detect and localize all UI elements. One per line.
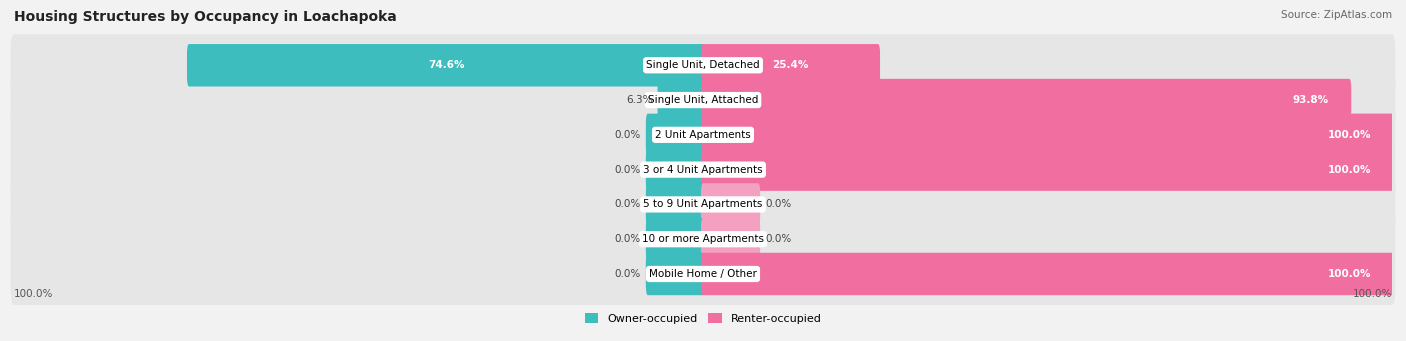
Text: 0.0%: 0.0% <box>614 269 641 279</box>
FancyBboxPatch shape <box>11 174 1395 235</box>
FancyBboxPatch shape <box>702 183 761 226</box>
FancyBboxPatch shape <box>11 34 1395 96</box>
FancyBboxPatch shape <box>645 148 704 191</box>
FancyBboxPatch shape <box>11 69 1395 131</box>
Text: 0.0%: 0.0% <box>765 199 792 209</box>
FancyBboxPatch shape <box>702 148 1393 191</box>
Text: 100.0%: 100.0% <box>1327 130 1371 140</box>
FancyBboxPatch shape <box>11 243 1395 305</box>
Text: 0.0%: 0.0% <box>614 165 641 175</box>
Text: 25.4%: 25.4% <box>772 60 808 70</box>
Text: 0.0%: 0.0% <box>614 130 641 140</box>
FancyBboxPatch shape <box>187 44 704 87</box>
Text: 74.6%: 74.6% <box>427 60 464 70</box>
Text: Single Unit, Detached: Single Unit, Detached <box>647 60 759 70</box>
FancyBboxPatch shape <box>645 114 704 156</box>
Text: 0.0%: 0.0% <box>614 199 641 209</box>
Text: 0.0%: 0.0% <box>765 234 792 244</box>
Text: 3 or 4 Unit Apartments: 3 or 4 Unit Apartments <box>643 165 763 175</box>
FancyBboxPatch shape <box>645 183 704 226</box>
FancyBboxPatch shape <box>702 114 1393 156</box>
Text: 100.0%: 100.0% <box>14 289 53 299</box>
Text: 5 to 9 Unit Apartments: 5 to 9 Unit Apartments <box>644 199 762 209</box>
Text: 100.0%: 100.0% <box>1327 165 1371 175</box>
FancyBboxPatch shape <box>11 104 1395 166</box>
FancyBboxPatch shape <box>702 218 761 261</box>
Text: Housing Structures by Occupancy in Loachapoka: Housing Structures by Occupancy in Loach… <box>14 10 396 24</box>
FancyBboxPatch shape <box>11 208 1395 270</box>
Text: 6.3%: 6.3% <box>626 95 652 105</box>
FancyBboxPatch shape <box>702 44 880 87</box>
FancyBboxPatch shape <box>702 79 1351 121</box>
Text: 100.0%: 100.0% <box>1327 269 1371 279</box>
Text: Mobile Home / Other: Mobile Home / Other <box>650 269 756 279</box>
Text: 0.0%: 0.0% <box>614 234 641 244</box>
Text: Single Unit, Attached: Single Unit, Attached <box>648 95 758 105</box>
Text: 100.0%: 100.0% <box>1353 289 1392 299</box>
Legend: Owner-occupied, Renter-occupied: Owner-occupied, Renter-occupied <box>581 309 825 328</box>
FancyBboxPatch shape <box>658 79 704 121</box>
FancyBboxPatch shape <box>11 139 1395 201</box>
Text: 2 Unit Apartments: 2 Unit Apartments <box>655 130 751 140</box>
Text: Source: ZipAtlas.com: Source: ZipAtlas.com <box>1281 10 1392 20</box>
FancyBboxPatch shape <box>645 253 704 295</box>
FancyBboxPatch shape <box>645 218 704 261</box>
Text: 10 or more Apartments: 10 or more Apartments <box>643 234 763 244</box>
FancyBboxPatch shape <box>702 253 1393 295</box>
Text: 93.8%: 93.8% <box>1292 95 1329 105</box>
